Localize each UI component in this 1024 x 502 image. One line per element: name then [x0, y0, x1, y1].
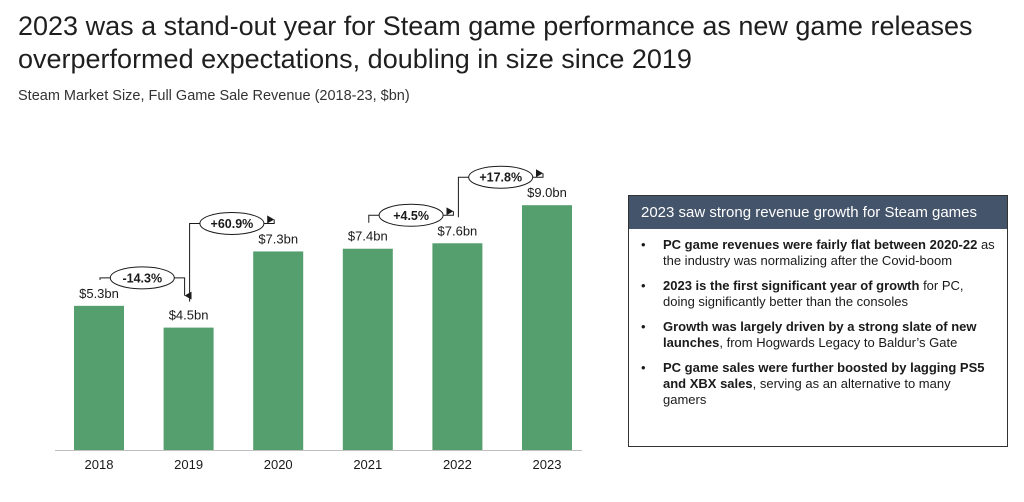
- insight-bullet-1-bold: PC game revenues were fairly flat betwee…: [663, 237, 978, 252]
- insight-bullet-3: Growth was largely driven by a strong sl…: [641, 319, 997, 351]
- insight-list: PC game revenues were fairly flat betwee…: [629, 229, 1007, 408]
- x-tick-label-2018: 2018: [85, 457, 114, 472]
- insight-bullet-4-text: , serving as an alternative to many game…: [663, 376, 951, 407]
- insight-bullet-4-bold: PC game sales were further boosted by la…: [663, 360, 985, 391]
- data-label-2021: $7.4bn: [348, 229, 388, 244]
- x-tick-label-2022: 2022: [443, 457, 472, 472]
- data-label-2022: $7.6bn: [438, 223, 478, 238]
- bar-2022: [432, 243, 483, 450]
- insight-bullet-2: 2023 is the first significant year of gr…: [641, 278, 997, 310]
- page-title: 2023 was a stand-out year for Steam game…: [18, 11, 973, 74]
- growth-bubble-2021-2022: [378, 203, 444, 227]
- insight-bullet-2-bold: 2023 is the first significant year of gr…: [663, 278, 920, 293]
- bar-chart: -14.3% +60.9% +4.5% +17.8% $5.3bn $4.5bn $7.3…: [55, 165, 582, 472]
- bar-2018: [74, 305, 124, 450]
- insight-bullet-1-text: as the industry was normalizing after th…: [663, 237, 995, 268]
- growth-label-2022-2023: +17.8%: [479, 171, 522, 185]
- growth-label-2019-2020: +60.9%: [211, 217, 254, 231]
- insight-bullet-2-text: for PC, doing significantly better than …: [663, 278, 964, 309]
- insight-panel-header: 2023 saw strong revenue growth for Steam…: [629, 196, 1007, 229]
- bar-2020: [253, 251, 304, 450]
- growth-bubble-2018-2019: [109, 266, 175, 290]
- bar-2019: [163, 327, 214, 450]
- data-label-2018: $5.3bn: [79, 286, 119, 301]
- x-tick-label-2021: 2021: [353, 457, 382, 472]
- growth-bubble-2019-2020: [199, 211, 265, 235]
- bar-2021: [342, 248, 393, 450]
- insight-bullet-1: PC game revenues were fairly flat betwee…: [641, 237, 997, 269]
- growth-label-2018-2019: -14.3%: [122, 271, 162, 285]
- growth-bubble-2022-2023: [468, 165, 534, 189]
- insight-panel: 2023 saw strong revenue growth for Steam…: [628, 195, 1008, 447]
- data-label-2023: $9.0bn: [527, 185, 567, 200]
- bar-2023: [522, 205, 572, 450]
- chart-subtitle: Steam Market Size, Full Game Sale Revenu…: [18, 88, 410, 104]
- growth-label-2021-2022: +4.5%: [393, 209, 429, 223]
- data-label-2019: $4.5bn: [169, 308, 209, 323]
- x-tick-label-2019: 2019: [174, 457, 203, 472]
- data-label-2020: $7.3bn: [258, 231, 298, 246]
- insight-bullet-3-bold: Growth was largely driven by a strong sl…: [663, 319, 977, 350]
- x-tick-label-2023: 2023: [533, 457, 562, 472]
- insight-bullet-4: PC game sales were further boosted by la…: [641, 360, 997, 408]
- insight-bullet-3-text: , from Hogwards Legacy to Baldur’s Gate: [719, 335, 958, 350]
- x-tick-label-2020: 2020: [264, 457, 293, 472]
